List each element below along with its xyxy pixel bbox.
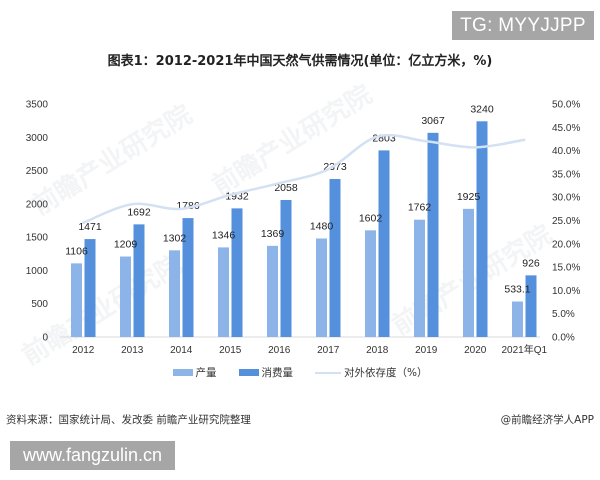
right-axis-tick-label: 0.0%	[552, 333, 575, 344]
consumption-bar	[231, 208, 243, 337]
x-axis-tick-label: 2012	[72, 345, 95, 356]
production-bar	[218, 247, 229, 337]
consumption-value-label: 3067	[421, 115, 445, 127]
legend-item-production: 产量	[172, 365, 217, 380]
production-bar	[169, 250, 180, 337]
x-axis-tick-label: 2015	[219, 345, 242, 356]
production-value-label: 1302	[163, 232, 187, 244]
legend-label: 消费量	[261, 367, 294, 379]
legend-label: 产量	[195, 367, 217, 379]
right-axis-tick-label: 30.0%	[552, 193, 580, 204]
consumption-bar	[476, 121, 488, 338]
x-axis-tick-label: 2020	[464, 345, 487, 356]
production-value-label: 1602	[359, 212, 383, 224]
consumption-bar	[182, 218, 194, 337]
x-axis-tick-label: 2013	[121, 345, 144, 356]
x-axis-tick-label: 2019	[415, 345, 438, 356]
x-axis-tick-label: 2018	[366, 345, 389, 356]
left-axis-tick-label: 2500	[26, 166, 49, 177]
production-bar	[267, 245, 278, 337]
left-axis-tick-label: 3000	[26, 133, 49, 144]
x-axis-tick-label: 2016	[268, 345, 291, 356]
right-axis-tick-label: 25.0%	[552, 216, 580, 227]
left-axis-tick-label: 1000	[26, 266, 49, 277]
production-value-label: 1346	[212, 229, 236, 241]
production-bar	[120, 256, 131, 337]
data-source-note: 资料来源：国家统计局、发改委 前瞻产业研究院整理	[6, 414, 251, 426]
production-value-label: 1209	[114, 239, 138, 251]
legend-item-dependency: 对外依存度（%）	[315, 365, 427, 380]
production-value-label: 1106	[65, 245, 88, 257]
dependency-line-series	[82, 133, 526, 225]
production-bar	[71, 263, 82, 337]
left-axis-tick-label: 2000	[26, 199, 49, 210]
production-bar	[512, 301, 523, 337]
consumption-bar	[133, 224, 145, 337]
consumption-bar	[427, 132, 439, 337]
dependency-line	[82, 133, 526, 225]
production-value-label: 1480	[310, 220, 334, 232]
production-bar	[414, 219, 425, 337]
production-bar	[316, 238, 327, 337]
credit-note: @前瞻经济学人APP	[500, 414, 594, 426]
right-axis-tick-label: 45.0%	[552, 123, 580, 134]
chart-area: 0 500 1000 1500 2000 2500 3000 3500 0.0% 5.0% 10.…	[26, 100, 581, 357]
right-axis-tick-label: 35.0%	[552, 169, 580, 180]
right-axis-tick-label: 40.0%	[552, 146, 580, 157]
legend-label: 对外依存度（%）	[344, 367, 428, 379]
chart-legend: 产量 消费量 对外依存度（%）	[0, 365, 600, 380]
left-axis-tick-label: 1500	[26, 233, 49, 244]
bar-series: 1106147112091692130217861346193213692058…	[65, 103, 540, 338]
production-bar	[463, 208, 474, 337]
production-value-label: 1762	[408, 202, 432, 214]
left-y-axis: 0 500 1000 1500 2000 2500 3000 3500	[26, 100, 49, 344]
consumption-value-label: 1471	[78, 221, 102, 233]
consumption-value-label: 1692	[127, 206, 151, 218]
left-axis-tick-label: 500	[31, 299, 48, 310]
production-value-label: 533.1	[504, 284, 530, 296]
right-axis-tick-label: 20.0%	[552, 239, 580, 250]
consumption-bar	[84, 239, 96, 337]
consumption-value-label: 2058	[274, 182, 298, 194]
production-value-label: 1369	[261, 228, 285, 240]
consumption-bar	[329, 179, 341, 337]
x-axis-tick-label: 2021年Q1	[501, 343, 547, 356]
right-axis-tick-label: 50.0%	[552, 100, 580, 111]
legend-item-consumption: 消费量	[238, 365, 294, 380]
chart-title: 图表1：2012-2021年中国天然气供需情况(单位：亿立方米，%)	[107, 54, 493, 69]
consumption-bar	[378, 150, 390, 337]
website-watermark-badge: www.fangzulin.cn	[10, 441, 175, 470]
left-axis-tick-label: 0	[42, 333, 48, 344]
production-bar	[365, 230, 376, 337]
consumption-value-label: 926	[522, 257, 540, 269]
left-axis-tick-label: 3500	[26, 100, 49, 111]
production-value-label: 1925	[457, 191, 481, 203]
x-axis-tick-label: 2014	[170, 345, 193, 356]
consumption-value-label: 3240	[470, 103, 494, 115]
right-axis-tick-label: 10.0%	[552, 286, 580, 297]
consumption-bar	[280, 199, 292, 337]
tg-watermark-badge: TG: MYYJJPP	[452, 11, 594, 40]
production-swatch-icon	[172, 369, 193, 376]
right-axis-tick-label: 15.0%	[552, 263, 580, 274]
consumption-bar	[525, 275, 537, 337]
consumption-swatch-icon	[238, 369, 259, 376]
x-axis-labels: 2012 2013 2014 2015 2016 2017 2018 2019 2020 2021…	[72, 343, 547, 356]
dependency-line-icon	[315, 371, 341, 374]
right-axis-tick-label: 5.0%	[552, 309, 575, 320]
x-axis-tick-label: 2017	[317, 345, 340, 356]
right-y-axis: 0.0% 5.0% 10.0% 15.0% 20.0% 25.0% 30.0% 35.0% 40…	[552, 100, 580, 344]
